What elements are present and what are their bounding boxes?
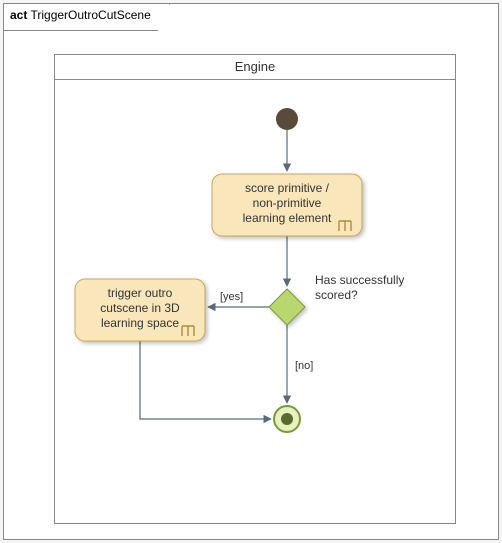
- decision-node: [269, 289, 305, 325]
- title-prefix: act: [10, 8, 27, 22]
- partition-frame: Engine [yes] [no] score primitive / non-…: [54, 54, 456, 524]
- diagram-frame: act TriggerOutroCutScene Engine [yes] [n…: [3, 3, 499, 540]
- activity1-line2: non-primitive: [253, 196, 322, 210]
- decision-label-2: scored?: [315, 288, 358, 302]
- final-node-inner: [281, 413, 293, 425]
- guard-no: [no]: [295, 360, 313, 372]
- activity1-line1: score primitive /: [245, 181, 330, 195]
- activity2-line1: trigger outro: [108, 286, 173, 300]
- partition-label: Engine: [55, 55, 455, 80]
- edge-activity2-to-final: [140, 341, 271, 419]
- activity-diagram: [yes] [no] score primitive / non-primiti…: [55, 79, 455, 523]
- diagram-title-tab: act TriggerOutroCutScene: [4, 4, 170, 31]
- guard-yes: [yes]: [220, 291, 243, 303]
- activity1-line3: learning element: [243, 211, 332, 225]
- decision-label-1: Has successfully: [315, 273, 404, 287]
- title-name: TriggerOutroCutScene: [30, 8, 150, 22]
- activity2-line2: cutscene in 3D: [100, 301, 180, 315]
- activity2-line3: learning space: [101, 316, 179, 330]
- initial-node: [276, 108, 298, 130]
